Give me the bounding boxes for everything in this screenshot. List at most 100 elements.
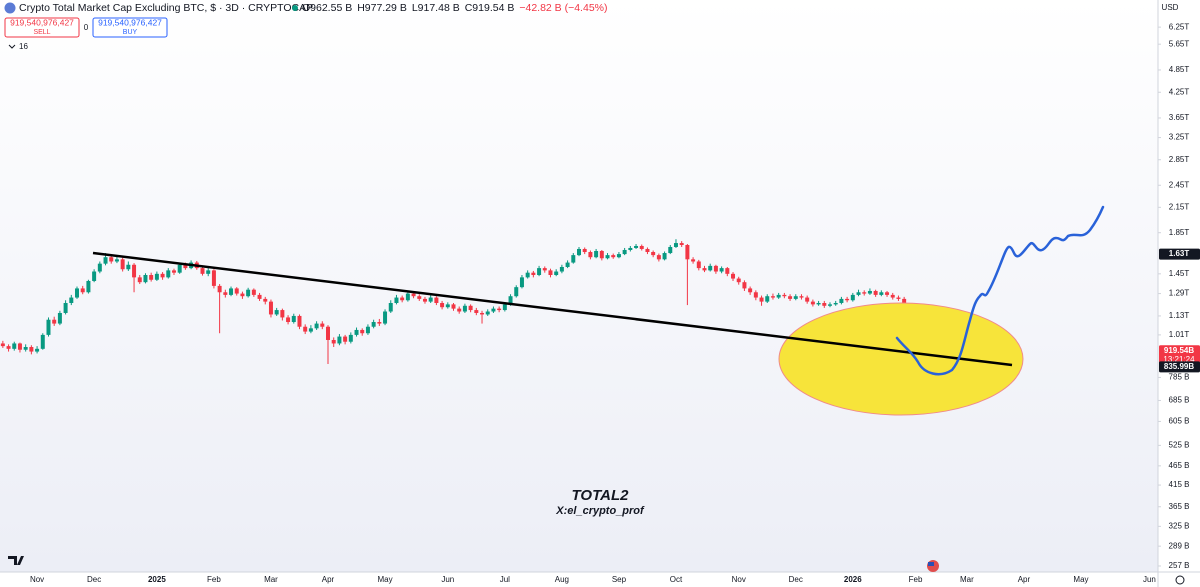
candle-body xyxy=(177,264,182,273)
ohlc-value: −42.82 B (−4.45%) xyxy=(519,2,607,14)
candle-body xyxy=(525,272,530,278)
y-tick-label: 5.65T xyxy=(1169,39,1190,48)
candle-body xyxy=(343,336,348,342)
candle-body xyxy=(565,262,570,267)
candle-body xyxy=(12,343,17,349)
candle-body xyxy=(445,304,450,308)
candle-body xyxy=(166,270,171,278)
candle-body xyxy=(0,343,5,347)
ohlc-value: H977.29 B xyxy=(357,2,407,14)
price-badge-label: 835.99B xyxy=(1164,362,1194,371)
candle-body xyxy=(748,288,753,293)
ohlc-value: O962.55 B xyxy=(302,2,352,14)
y-tick-label: 1.45T xyxy=(1169,269,1190,278)
collapse-icon[interactable] xyxy=(8,44,16,49)
candle-body xyxy=(263,298,268,302)
buy-button[interactable] xyxy=(92,17,168,38)
x-tick-label: Feb xyxy=(207,575,221,584)
price-badge xyxy=(1159,361,1200,373)
candle-body xyxy=(417,296,422,299)
candle-body xyxy=(80,288,85,293)
plot-background xyxy=(0,0,1158,572)
y-tick-label: 365 B xyxy=(1169,502,1190,511)
y-tick-label: 785 B xyxy=(1169,373,1190,382)
candle-body xyxy=(554,271,559,276)
price-badge-label: 1.63T xyxy=(1169,249,1190,258)
sell-button[interactable] xyxy=(4,17,80,38)
candle-body xyxy=(35,348,40,352)
candle-body xyxy=(86,280,91,293)
candle-body xyxy=(879,292,884,295)
candle-body xyxy=(160,273,165,278)
candle-body xyxy=(599,250,604,259)
candle-body xyxy=(514,287,519,297)
candle-body xyxy=(645,248,650,253)
y-tick-label: 1.01T xyxy=(1169,330,1190,339)
candle-body xyxy=(29,347,34,352)
y-tick-label: 4.25T xyxy=(1169,87,1190,96)
y-tick-label: 605 B xyxy=(1169,417,1190,426)
candle-body xyxy=(805,297,810,302)
candle-body xyxy=(810,301,815,305)
candle-body xyxy=(223,292,228,295)
candle-body xyxy=(862,292,867,294)
candle-body xyxy=(890,294,895,298)
candle-body xyxy=(668,246,673,254)
y-tick-label: 1.13T xyxy=(1169,311,1190,320)
candle-body xyxy=(708,265,713,271)
candle-body xyxy=(867,290,872,294)
candle-body xyxy=(902,298,907,305)
candle-body xyxy=(582,248,587,253)
candle-body xyxy=(274,310,279,315)
candle-body xyxy=(502,304,507,311)
x-tick-label: Jun xyxy=(1143,575,1156,584)
settings-icon[interactable] xyxy=(1175,575,1185,585)
candle-body xyxy=(109,257,114,262)
candle-body xyxy=(326,326,331,340)
candle-body xyxy=(713,265,718,272)
candle-body xyxy=(685,245,690,260)
y-tick-label: 325 B xyxy=(1169,521,1190,530)
candle-body xyxy=(845,298,850,301)
candle-body xyxy=(485,311,490,315)
candle-body xyxy=(788,296,793,299)
candle-body xyxy=(634,245,639,248)
candle-body xyxy=(365,326,370,334)
x-tick-label: May xyxy=(1073,575,1088,584)
candle-body xyxy=(405,293,410,301)
x-tick-label: Oct xyxy=(670,575,683,584)
candle-body xyxy=(696,261,701,269)
y-tick-label: 415 B xyxy=(1169,480,1190,489)
candle-body xyxy=(354,329,359,335)
candle-body xyxy=(594,250,599,258)
x-tick-label: 2025 xyxy=(148,575,166,584)
price-badge-timer: 13:21:24 xyxy=(1163,355,1195,364)
candle-body xyxy=(257,294,262,299)
candle-body xyxy=(736,278,741,283)
candle-body xyxy=(571,255,576,263)
candle-body xyxy=(491,308,496,312)
candle-body xyxy=(297,315,302,327)
candle-body xyxy=(400,297,405,301)
y-tick-label: 1.29T xyxy=(1169,289,1190,298)
candle-body xyxy=(388,302,393,312)
candle-body xyxy=(69,297,74,303)
candle-body xyxy=(337,336,342,344)
candle-body xyxy=(428,297,433,302)
candle-body xyxy=(394,297,399,303)
price-badge xyxy=(1159,345,1200,366)
candle-body xyxy=(691,259,696,262)
candle-body xyxy=(75,288,80,298)
candle-body xyxy=(383,311,388,324)
ohlc-legend: O962.55 B H977.29 B L917.48 B C919.54 B −42.… xyxy=(302,2,608,14)
x-tick-label: Aug xyxy=(555,575,569,584)
candle-body xyxy=(793,296,798,299)
candle-body xyxy=(731,273,736,279)
candle-body xyxy=(611,255,616,258)
x-tick-label: Mar xyxy=(264,575,278,584)
y-tick-label: 685 B xyxy=(1169,396,1190,405)
y-tick-label: 1.85T xyxy=(1169,228,1190,237)
candle-body xyxy=(246,289,251,297)
x-tick-label: Apr xyxy=(322,575,335,584)
